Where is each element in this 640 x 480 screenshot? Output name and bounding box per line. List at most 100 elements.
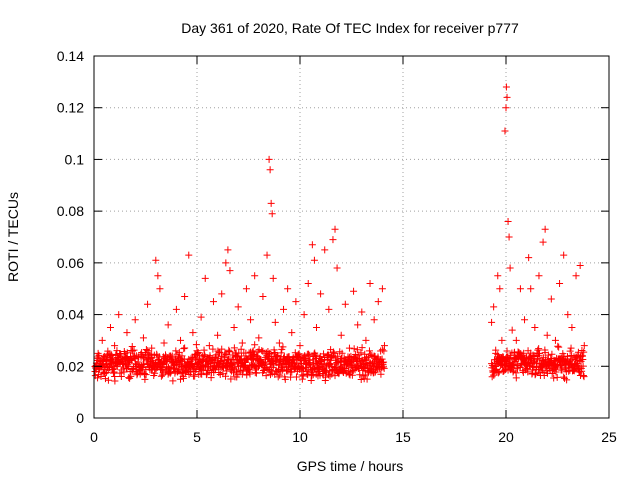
data-point (230, 344, 238, 352)
data-point (325, 371, 333, 379)
data-point (338, 349, 346, 357)
data-point (97, 373, 105, 381)
data-point (227, 360, 235, 368)
data-point (550, 374, 558, 382)
data-point (266, 366, 274, 374)
data-point (157, 372, 165, 380)
data-point (209, 345, 217, 353)
data-point (512, 374, 520, 382)
data-point (307, 376, 315, 384)
data-point (247, 316, 255, 324)
data-point (267, 199, 275, 207)
data-point (315, 368, 323, 376)
data-point (501, 127, 509, 135)
data-point (131, 316, 139, 324)
data-point (380, 342, 388, 350)
data-point (558, 366, 566, 374)
data-point (541, 225, 549, 233)
data-point (334, 352, 342, 360)
data-point (229, 369, 237, 377)
data-point (139, 364, 147, 372)
data-point (104, 376, 112, 384)
data-point (310, 256, 318, 264)
data-point (300, 311, 308, 319)
data-point (115, 311, 123, 319)
data-point (535, 272, 543, 280)
data-point (193, 347, 201, 355)
data-point (276, 371, 284, 379)
data-point (109, 369, 117, 377)
data-point (568, 356, 576, 364)
data-point (217, 352, 225, 360)
data-point (238, 339, 246, 347)
data-point (560, 251, 568, 259)
data-point (189, 329, 197, 337)
data-point (230, 359, 238, 367)
data-point (536, 350, 544, 358)
data-point (277, 367, 285, 375)
data-point (94, 374, 102, 382)
data-point (117, 373, 125, 381)
data-point (253, 352, 261, 360)
data-point (539, 238, 547, 246)
data-point (101, 370, 109, 378)
data-point (226, 348, 234, 356)
x-tick-label: 20 (498, 429, 514, 445)
data-point (366, 280, 374, 288)
data-point (185, 251, 193, 259)
y-tick-label: 0.06 (57, 255, 84, 271)
data-point (362, 336, 370, 344)
data-point (575, 356, 583, 364)
data-point (377, 370, 385, 378)
data-point (579, 362, 587, 370)
data-point (226, 267, 234, 275)
data-point (202, 371, 210, 379)
data-point (129, 347, 137, 355)
data-point (543, 331, 551, 339)
data-point (101, 375, 109, 383)
data-point (224, 246, 232, 254)
data-point (237, 345, 245, 353)
data-point (191, 372, 199, 380)
data-point (494, 369, 502, 377)
data-point (266, 349, 274, 357)
data-point (174, 366, 182, 374)
data-point (321, 246, 329, 254)
data-point (354, 321, 362, 329)
data-point (378, 285, 386, 293)
data-point (116, 369, 124, 377)
data-point (201, 274, 209, 282)
data-point (274, 373, 282, 381)
data-point (309, 371, 317, 379)
data-point (350, 287, 358, 295)
plot-border (93, 55, 610, 419)
data-point (236, 367, 244, 375)
data-point (144, 300, 152, 308)
data-point (263, 251, 271, 259)
data-point (568, 324, 576, 331)
data-point (281, 375, 289, 383)
data-point (222, 351, 230, 359)
data-point (580, 342, 588, 350)
data-point (251, 341, 259, 349)
data-point (255, 334, 263, 342)
data-point (498, 336, 506, 344)
data-point (320, 350, 328, 358)
data-point (177, 356, 185, 364)
data-point (111, 377, 119, 385)
data-point (221, 349, 229, 357)
y-tick-label: 0 (76, 410, 84, 426)
data-point (227, 375, 235, 383)
data-point (214, 331, 222, 339)
data-point (508, 326, 516, 334)
y-tick-label: 0.08 (57, 203, 84, 219)
data-point (288, 329, 296, 337)
data-point (312, 358, 320, 366)
x-tick-label: 25 (601, 429, 617, 445)
data-point (357, 375, 365, 383)
data-point (172, 347, 180, 355)
data-point (237, 356, 245, 364)
data-point (194, 359, 202, 367)
data-point (527, 285, 535, 293)
data-point (156, 285, 164, 293)
